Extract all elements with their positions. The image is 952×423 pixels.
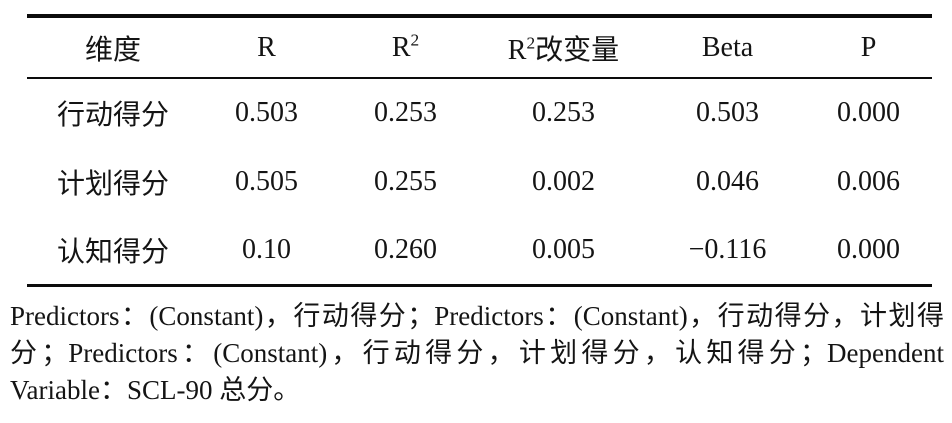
cell-r-squared: 0.260 <box>374 233 437 265</box>
cell-r-squared-change: 0.002 <box>532 165 595 197</box>
cell-p: 0.000 <box>837 233 900 265</box>
row-label: 计划得分 <box>56 168 169 200</box>
table-footnote: Predictors：(Constant)，行动得分；Predictors：(C… <box>10 301 944 405</box>
table-row: 计划得分 0.505 0.255 0.002 0.046 0.006 <box>27 147 932 216</box>
cell-r-squared-change: 0.005 <box>532 233 595 265</box>
cell-r-squared-change: 0.253 <box>532 97 595 128</box>
header-row: 维度 R R2 R2改变量 Beta P <box>27 16 932 78</box>
cell-r: 0.503 <box>235 97 298 128</box>
cell-p: 0.000 <box>837 97 900 128</box>
row-label: 行动得分 <box>56 100 169 131</box>
table-row: 行动得分 0.503 0.253 0.253 0.503 0.000 <box>27 78 932 147</box>
header-cell-r-squared-change: R2改变量 <box>507 33 620 66</box>
header-cell-beta: Beta <box>701 31 754 63</box>
cell-r: 0.10 <box>242 233 291 265</box>
cell-p: 0.006 <box>837 165 900 197</box>
header-cell-dimension: 维度 <box>84 34 141 66</box>
header-cell-r-squared: R2 <box>391 30 420 63</box>
cell-r: 0.505 <box>235 165 298 197</box>
cell-beta: 0.046 <box>696 165 759 197</box>
cell-r-squared: 0.253 <box>374 97 437 128</box>
cell-r-squared: 0.255 <box>374 165 437 197</box>
cell-beta: 0.503 <box>696 97 759 128</box>
header-cell-r: R <box>257 31 276 63</box>
cell-beta: −0.116 <box>688 233 767 265</box>
regression-results-table: 维度 R R2 R2改变量 Beta P 行动得分 0.503 0.253 0.… <box>27 14 932 287</box>
row-label: 认知得分 <box>56 236 169 268</box>
header-cell-p: P <box>860 31 877 63</box>
table-row: 认知得分 0.10 0.260 0.005 −0.116 0.000 <box>27 216 932 285</box>
